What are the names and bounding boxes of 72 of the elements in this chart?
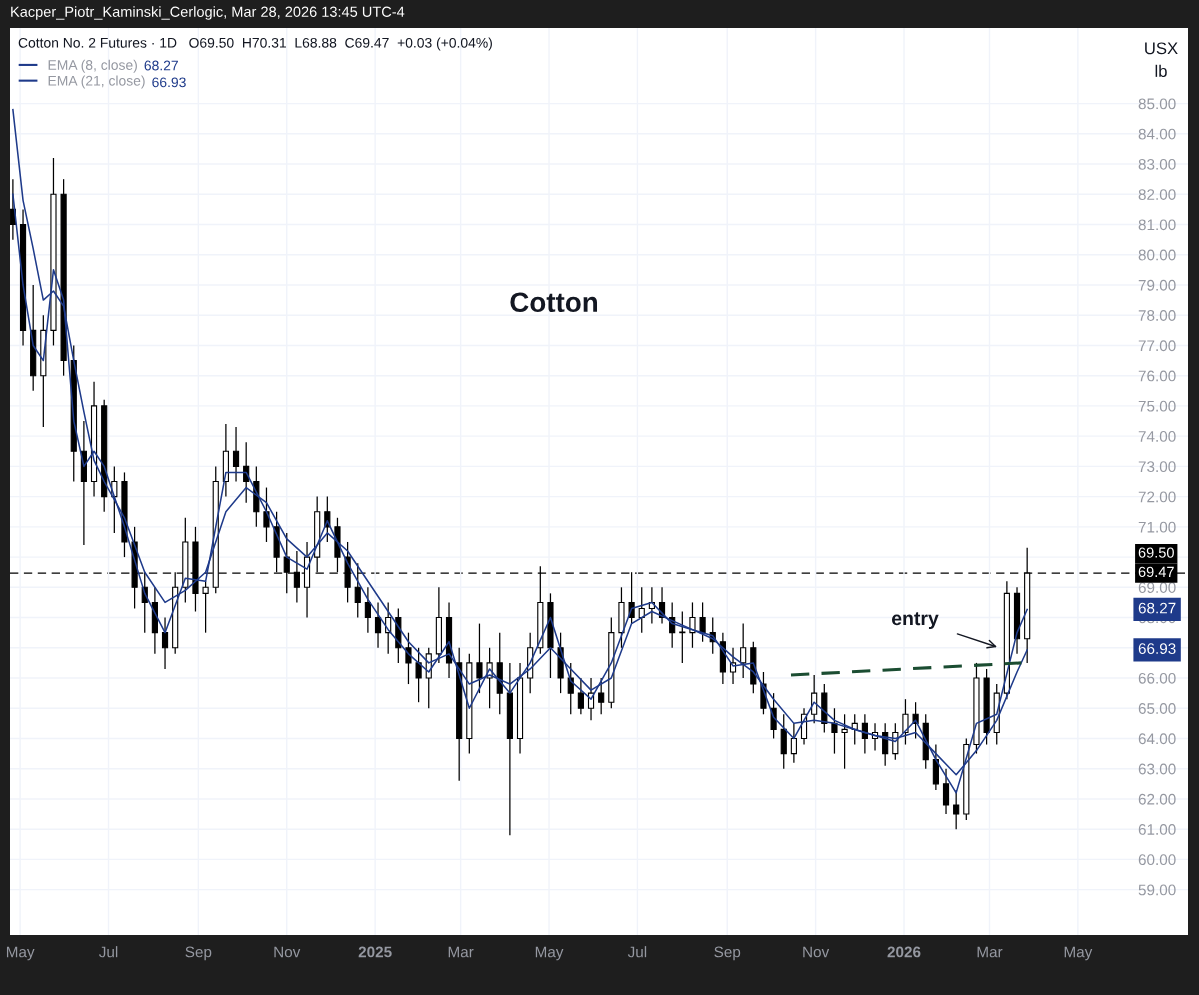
y-tick-label: 84.00 [1138,128,1176,140]
y-tick-label: 66.00 [1138,672,1176,684]
candlestick [689,601,696,649]
text: 68.27 [144,60,178,71]
y-axis-title: USX lb [1145,42,1178,78]
candlestick [942,768,950,815]
candlestick [790,722,797,764]
candlestick [161,616,169,670]
candlestick [577,677,584,715]
x-tick-label: Mar [977,946,1003,958]
text: Cotton [510,292,598,313]
x-tick-label: Nov [803,946,830,958]
x-tick-label: Jul [99,946,118,958]
candlestick [699,601,706,643]
candlestick [202,580,209,634]
legend-label: EMA (8, close) [48,59,137,73]
candlestick [405,632,412,685]
candlestick [598,677,605,715]
y-tick-label: 74.00 [1138,431,1176,442]
x-tick-label: May [535,946,564,961]
y-tick-label: 77.00 [1138,340,1176,352]
y-tick-label: 72.00 [1138,491,1176,503]
candlestick [232,426,240,483]
y-tick-label: 76.00 [1138,370,1176,382]
y-tick-label: 65.00 [1138,703,1176,714]
y-tick-label: 78.00 [1138,310,1176,321]
x-tick-label: Nov [274,946,301,958]
annotation: 68.27 [1138,602,1176,614]
candlestick [263,486,270,543]
x-tick-label: 2025 [358,946,392,958]
annotation: entry [891,612,939,630]
candlestick [770,692,777,740]
text: Kacper_Piotr_Kaminski_Cerlogic, Mar 28, 2026 13:45 UTC-4 [11,6,405,20]
candlestick [831,707,838,755]
candlestick [841,713,848,770]
y-tick-label: 80.00 [1138,249,1176,261]
candlestick [364,586,371,634]
candlestick [902,698,909,746]
y-tick-label: 62.00 [1138,793,1176,805]
y-tick-label: 69.00 [1138,582,1176,593]
y-tick-label: 71.00 [1138,521,1176,533]
candlestick [415,647,422,703]
x-tick-label: Jul [627,946,647,958]
y-tick-label: 85.00 [1138,98,1176,110]
ref-line-label: 69.47 [1138,566,1174,578]
legend-label: EMA (21, close) [48,75,145,89]
y-tick-label: 60.00 [1138,854,1176,866]
candlestick [740,622,747,679]
y-tick-label: 73.00 [1138,461,1176,473]
annotation: Cotton No. 2 Futures · 1D O69.50 H70.31 L68.88 C69.47 +0.03 (+0.04%) [18,37,492,51]
x-tick-label: May [1064,946,1093,961]
text: 66.93 [152,77,186,88]
y-tick-label: 61.00 [1138,824,1176,835]
x-tick-label: 2026 [887,946,921,958]
annotation: 69.50 [1138,547,1174,558]
candlestick [476,622,483,694]
y-tick-label: 82.00 [1138,189,1176,200]
x-tick-label: May [6,946,35,961]
y-tick-label: 64.00 [1138,733,1176,745]
y-tick-label: 75.00 [1138,400,1176,412]
y-tick-label: 63.00 [1138,763,1176,775]
annotation: 66.93 [1138,643,1176,654]
x-tick-label: Sep [714,946,741,961]
x-tick-label: Mar [448,946,474,958]
y-tick-label: 79.00 [1138,279,1176,291]
candlestick [679,610,686,664]
x-tick-label: Sep [185,946,212,961]
y-tick-label: 59.00 [1138,884,1176,896]
candlestick [811,674,818,724]
y-tick-label: 81.00 [1138,219,1176,231]
y-tick-label: 83.00 [1138,158,1176,170]
candlestick [374,601,382,649]
